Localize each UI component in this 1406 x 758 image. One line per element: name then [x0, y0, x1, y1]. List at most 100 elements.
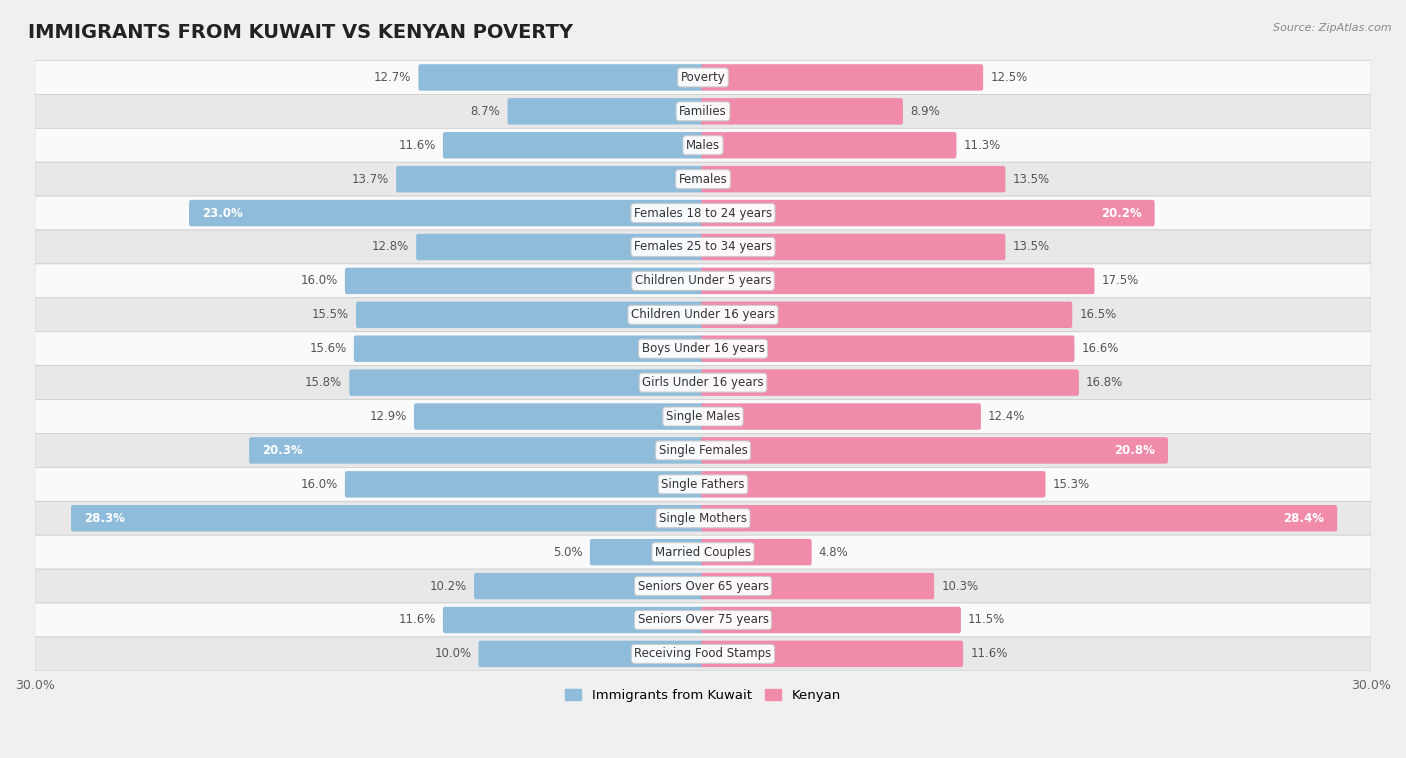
FancyBboxPatch shape: [413, 403, 704, 430]
Text: 16.8%: 16.8%: [1085, 376, 1123, 389]
Text: 10.2%: 10.2%: [430, 580, 467, 593]
Text: 28.4%: 28.4%: [1284, 512, 1324, 525]
Text: 16.0%: 16.0%: [301, 274, 337, 287]
Text: Poverty: Poverty: [681, 71, 725, 84]
FancyBboxPatch shape: [396, 166, 704, 193]
FancyBboxPatch shape: [35, 637, 1371, 671]
FancyBboxPatch shape: [702, 336, 1074, 362]
FancyBboxPatch shape: [702, 268, 1094, 294]
FancyBboxPatch shape: [702, 166, 1005, 193]
FancyBboxPatch shape: [349, 369, 704, 396]
Text: 8.9%: 8.9%: [910, 105, 939, 117]
FancyBboxPatch shape: [344, 268, 704, 294]
Text: 12.7%: 12.7%: [374, 71, 412, 84]
Text: 12.4%: 12.4%: [988, 410, 1025, 423]
FancyBboxPatch shape: [72, 505, 704, 531]
Text: Boys Under 16 years: Boys Under 16 years: [641, 342, 765, 356]
Text: 15.5%: 15.5%: [312, 309, 349, 321]
FancyBboxPatch shape: [35, 468, 1371, 501]
Text: Families: Families: [679, 105, 727, 117]
FancyBboxPatch shape: [35, 230, 1371, 264]
FancyBboxPatch shape: [35, 535, 1371, 569]
FancyBboxPatch shape: [35, 332, 1371, 365]
FancyBboxPatch shape: [35, 298, 1371, 332]
Text: Single Fathers: Single Fathers: [661, 478, 745, 491]
Text: 20.3%: 20.3%: [262, 444, 302, 457]
FancyBboxPatch shape: [702, 437, 1168, 464]
FancyBboxPatch shape: [35, 603, 1371, 637]
Text: Seniors Over 75 years: Seniors Over 75 years: [637, 613, 769, 626]
FancyBboxPatch shape: [344, 471, 704, 497]
Text: 5.0%: 5.0%: [553, 546, 582, 559]
Text: 13.5%: 13.5%: [1012, 240, 1050, 253]
Text: 20.8%: 20.8%: [1114, 444, 1156, 457]
Text: Children Under 16 years: Children Under 16 years: [631, 309, 775, 321]
FancyBboxPatch shape: [478, 641, 704, 667]
FancyBboxPatch shape: [35, 501, 1371, 535]
FancyBboxPatch shape: [702, 302, 1073, 328]
Text: Source: ZipAtlas.com: Source: ZipAtlas.com: [1274, 23, 1392, 33]
Text: 15.6%: 15.6%: [309, 342, 347, 356]
FancyBboxPatch shape: [702, 233, 1005, 260]
FancyBboxPatch shape: [702, 200, 1154, 227]
Text: 11.6%: 11.6%: [970, 647, 1008, 660]
Text: 13.7%: 13.7%: [352, 173, 389, 186]
Text: 11.5%: 11.5%: [967, 613, 1005, 626]
FancyBboxPatch shape: [35, 162, 1371, 196]
FancyBboxPatch shape: [249, 437, 704, 464]
FancyBboxPatch shape: [702, 403, 981, 430]
FancyBboxPatch shape: [702, 98, 903, 124]
FancyBboxPatch shape: [702, 64, 983, 91]
Text: 12.9%: 12.9%: [370, 410, 406, 423]
Text: 4.8%: 4.8%: [818, 546, 849, 559]
Text: Single Females: Single Females: [658, 444, 748, 457]
Text: Children Under 5 years: Children Under 5 years: [634, 274, 772, 287]
Text: 17.5%: 17.5%: [1102, 274, 1139, 287]
FancyBboxPatch shape: [702, 505, 1337, 531]
FancyBboxPatch shape: [702, 471, 1046, 497]
Text: 16.6%: 16.6%: [1081, 342, 1119, 356]
FancyBboxPatch shape: [702, 606, 960, 633]
Text: 11.6%: 11.6%: [398, 613, 436, 626]
Text: Single Males: Single Males: [666, 410, 740, 423]
Text: 23.0%: 23.0%: [202, 207, 243, 220]
Text: 8.7%: 8.7%: [471, 105, 501, 117]
Text: Girls Under 16 years: Girls Under 16 years: [643, 376, 763, 389]
FancyBboxPatch shape: [35, 128, 1371, 162]
Text: Seniors Over 65 years: Seniors Over 65 years: [637, 580, 769, 593]
FancyBboxPatch shape: [35, 196, 1371, 230]
FancyBboxPatch shape: [188, 200, 704, 227]
FancyBboxPatch shape: [356, 302, 704, 328]
FancyBboxPatch shape: [35, 61, 1371, 95]
FancyBboxPatch shape: [443, 132, 704, 158]
Text: Females: Females: [679, 173, 727, 186]
FancyBboxPatch shape: [702, 641, 963, 667]
Text: 16.5%: 16.5%: [1080, 309, 1116, 321]
Text: 13.5%: 13.5%: [1012, 173, 1050, 186]
Text: IMMIGRANTS FROM KUWAIT VS KENYAN POVERTY: IMMIGRANTS FROM KUWAIT VS KENYAN POVERTY: [28, 23, 574, 42]
FancyBboxPatch shape: [35, 569, 1371, 603]
FancyBboxPatch shape: [35, 399, 1371, 434]
FancyBboxPatch shape: [591, 539, 704, 565]
Text: 16.0%: 16.0%: [301, 478, 337, 491]
Text: Single Mothers: Single Mothers: [659, 512, 747, 525]
Text: 10.0%: 10.0%: [434, 647, 471, 660]
FancyBboxPatch shape: [474, 573, 704, 600]
FancyBboxPatch shape: [508, 98, 704, 124]
FancyBboxPatch shape: [702, 369, 1078, 396]
Text: 11.3%: 11.3%: [963, 139, 1001, 152]
FancyBboxPatch shape: [702, 539, 811, 565]
FancyBboxPatch shape: [35, 434, 1371, 468]
Text: 12.5%: 12.5%: [990, 71, 1028, 84]
Legend: Immigrants from Kuwait, Kenyan: Immigrants from Kuwait, Kenyan: [560, 684, 846, 707]
FancyBboxPatch shape: [443, 606, 704, 633]
Text: 28.3%: 28.3%: [84, 512, 125, 525]
Text: 20.2%: 20.2%: [1101, 207, 1142, 220]
FancyBboxPatch shape: [416, 233, 704, 260]
Text: Females 25 to 34 years: Females 25 to 34 years: [634, 240, 772, 253]
Text: 15.8%: 15.8%: [305, 376, 342, 389]
FancyBboxPatch shape: [35, 264, 1371, 298]
Text: Males: Males: [686, 139, 720, 152]
FancyBboxPatch shape: [35, 95, 1371, 128]
Text: 10.3%: 10.3%: [941, 580, 979, 593]
